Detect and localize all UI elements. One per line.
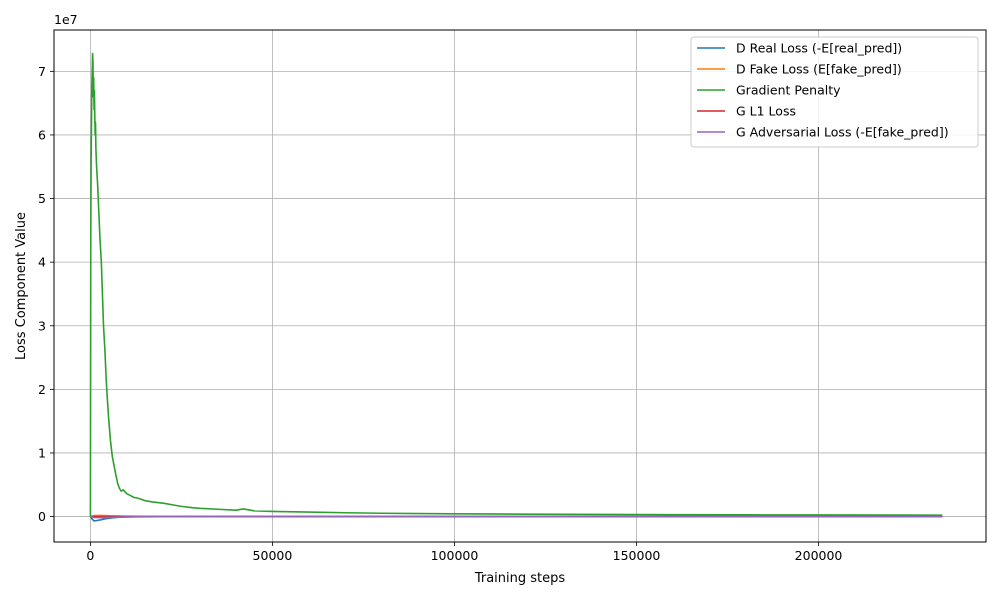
y-tick-label: 5 xyxy=(38,191,46,206)
legend-entry-label: Gradient Penalty xyxy=(736,83,841,98)
y-tick-label: 0 xyxy=(38,509,46,524)
x-tick-label: 100000 xyxy=(431,548,479,563)
legend-entry-label: D Fake Loss (E[fake_pred]) xyxy=(736,62,902,77)
y-tick-label: 4 xyxy=(38,255,46,270)
y-offset-label: 1e7 xyxy=(54,12,78,27)
legend-box xyxy=(690,36,979,148)
x-axis-label: Training steps xyxy=(474,571,566,586)
series-line-4 xyxy=(90,515,943,519)
grid-lines xyxy=(54,30,986,542)
y-axis-ticks: 0 1 2 3 4 5 6 7 xyxy=(38,64,54,524)
series-lines xyxy=(89,52,943,522)
y-tick-label: 2 xyxy=(38,382,46,397)
x-axis-ticks: 0 50000 100000 150000 200000 xyxy=(86,542,842,563)
y-tick-label: 1 xyxy=(38,445,46,460)
x-tick-label: 150000 xyxy=(613,548,661,563)
legend-entry-label: G L1 Loss xyxy=(736,104,796,119)
x-tick-label: 0 xyxy=(86,548,94,563)
y-tick-label: 7 xyxy=(38,64,46,79)
plot-frame xyxy=(53,29,987,543)
y-tick-label: 3 xyxy=(38,318,46,333)
legend: D Real Loss (-E[real_pred]) D Fake Loss (… xyxy=(690,36,979,148)
series-line-2 xyxy=(89,52,943,517)
y-tick-label: 6 xyxy=(38,127,46,142)
y-axis-label: Loss Component Value xyxy=(14,212,29,360)
x-tick-label: 200000 xyxy=(795,548,843,563)
x-tick-label: 50000 xyxy=(253,548,293,563)
legend-entry-label: G Adversarial Loss (-E[fake_pred]) xyxy=(736,125,949,140)
legend-entry-label: D Real Loss (-E[real_pred]) xyxy=(736,41,902,56)
